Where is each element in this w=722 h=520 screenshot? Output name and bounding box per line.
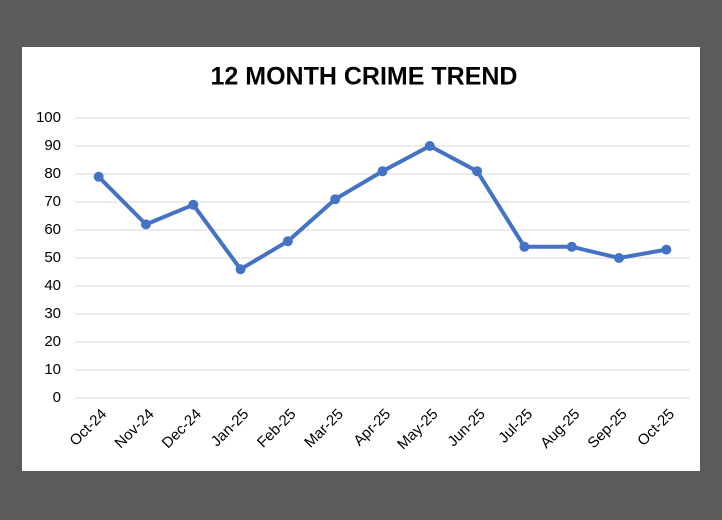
y-tick-label: 100 xyxy=(36,109,61,126)
data-point xyxy=(377,166,388,177)
data-point xyxy=(140,219,151,230)
y-tick-label: 50 xyxy=(44,249,61,266)
y-tick-label: 80 xyxy=(44,165,61,182)
data-point xyxy=(472,166,483,177)
y-tick-label: 10 xyxy=(44,361,61,378)
y-tick-label: 60 xyxy=(44,221,61,238)
data-point xyxy=(93,171,104,182)
chart-title: 12 MONTH CRIME TREND xyxy=(211,63,518,91)
y-tick-label: 40 xyxy=(44,277,61,294)
data-point xyxy=(614,253,625,263)
data-point xyxy=(188,199,199,210)
y-tick-label: 20 xyxy=(44,333,61,350)
data-point xyxy=(330,194,341,205)
data-point xyxy=(519,241,530,252)
y-tick-label: 90 xyxy=(44,137,61,154)
chart-panel xyxy=(22,47,700,471)
data-point xyxy=(235,264,246,275)
y-tick-label: 0 xyxy=(53,389,61,406)
y-tick-label: 70 xyxy=(44,193,61,210)
data-point xyxy=(424,141,435,151)
data-point xyxy=(661,244,672,255)
y-tick-label: 30 xyxy=(44,305,61,322)
data-point xyxy=(282,236,293,247)
data-point xyxy=(566,241,577,252)
